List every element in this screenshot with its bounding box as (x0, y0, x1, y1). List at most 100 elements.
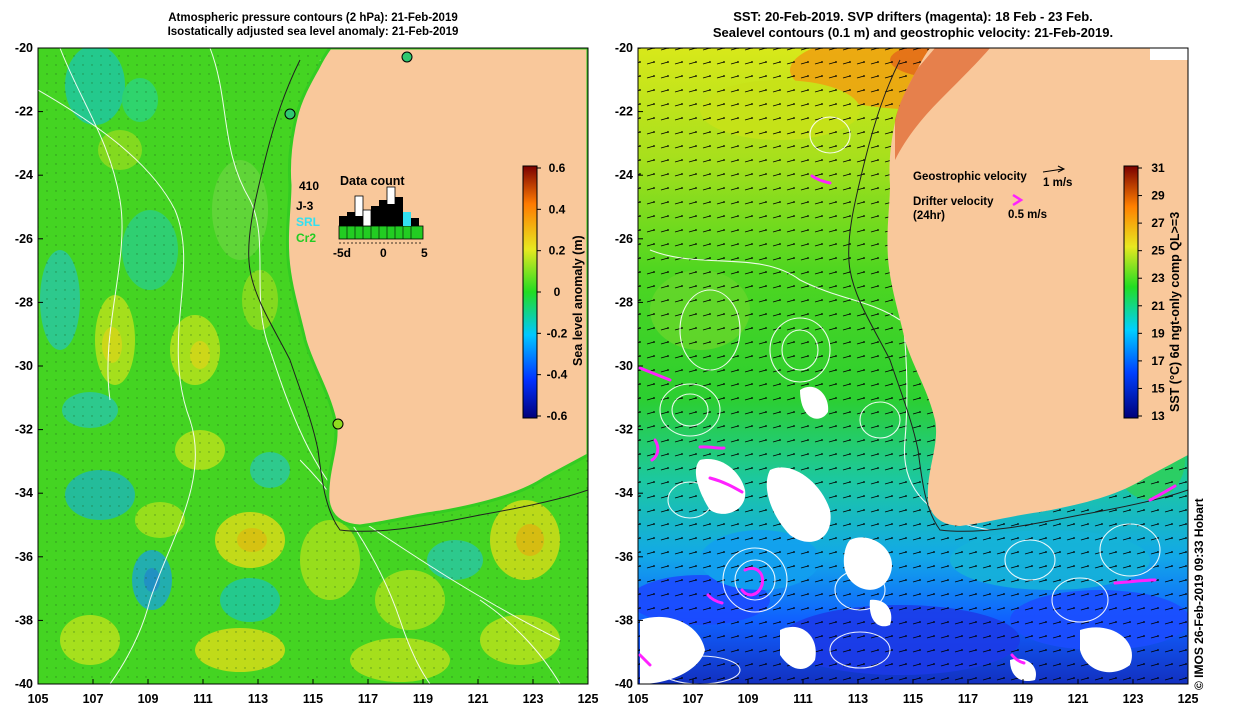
y-tick-label: -24 (615, 168, 633, 182)
drifter-velocity-sublabel: (24hr) (913, 210, 945, 222)
y-tick-label: -36 (615, 550, 633, 564)
colorbar-tick-label: 0.4 (549, 202, 566, 216)
series-label-cr2: Cr2 (296, 231, 316, 245)
x-tick-label: 117 (358, 692, 378, 706)
y-tick-label: -34 (15, 486, 33, 500)
left-map: Data count 410 J-3 SRL Cr2 (37, 47, 589, 685)
data-count-histogram (338, 186, 424, 244)
histo-tick-neg5: -5d (333, 246, 351, 260)
colorbar-tick-label: -0.2 (547, 326, 568, 340)
colorbar-tick-label: -0.4 (547, 368, 568, 382)
right-title-line2: Sealevel contours (0.1 m) and geostrophi… (712, 24, 1114, 40)
y-tick-label: -34 (615, 486, 633, 500)
geostrophic-scale-arrow (1042, 168, 1064, 173)
y-tick-label: -22 (615, 105, 633, 119)
tide-gauge-marker (332, 418, 344, 430)
data-count-max: 410 (299, 179, 319, 193)
x-tick-label: 115 (903, 692, 923, 706)
series-label-srl: SRL (296, 215, 320, 229)
australia-land-right (887, 48, 1188, 526)
colorbar-tick-label: 31 (1151, 161, 1165, 175)
x-tick-label: 109 (738, 692, 759, 706)
right-title-line1: SST: 20-Feb-2019. SVP drifters (magenta)… (733, 9, 1093, 24)
y-tick-label: -22 (15, 105, 33, 119)
y-tick-label: -38 (15, 613, 33, 627)
geostrophic-velocity-label: Geostrophic velocity (913, 171, 1027, 183)
y-tick-label: -20 (615, 41, 633, 55)
x-tick-label: 125 (578, 692, 599, 706)
y-tick-label: -26 (615, 232, 633, 246)
colorbar-tick-label: 15 (1151, 381, 1165, 395)
left-panel-title: Atmospheric pressure contours (2 hPa): 2… (38, 12, 588, 40)
y-tick-label: -28 (615, 295, 633, 309)
left-title-line1: Atmospheric pressure contours (2 hPa): 2… (168, 12, 458, 24)
data-count-inset: Data count 410 J-3 SRL Cr2 (296, 174, 428, 260)
sla-colorbar: 0.6 0.4 0.2 0 -0.2 -0.4 -0.6 (522, 161, 568, 423)
colorbar-tick-label: 0.2 (549, 244, 566, 258)
velocity-legend: Geostrophic velocity 1 m/s Drifter veloc… (913, 165, 1072, 222)
x-tick-label: 123 (523, 692, 544, 706)
histo-tick-0: 0 (380, 246, 387, 260)
sst-colorbar-label: SST (°C) 6d ngt-only comp QL>=3 (1168, 211, 1182, 412)
drifter-scale-label: 0.5 m/s (1008, 209, 1047, 221)
colorbar-tick-label: 23 (1151, 271, 1165, 285)
tide-gauge-marker (401, 51, 413, 63)
drifter-velocity-label: Drifter velocity (913, 196, 994, 208)
x-tick-label: 111 (793, 692, 813, 706)
australia-land-left (285, 48, 588, 528)
right-map: Geostrophic velocity 1 m/s Drifter veloc… (637, 47, 1189, 685)
right-panel-title: SST: 20-Feb-2019. SVP drifters (magenta)… (638, 9, 1188, 40)
drifter-scale-arrow (1012, 193, 1024, 207)
geostrophic-scale-label: 1 m/s (1043, 177, 1072, 189)
histo-tick-5: 5 (421, 246, 428, 260)
colorbar-tick-label: 0 (554, 285, 561, 299)
y-tick-label: -26 (15, 232, 33, 246)
y-tick-label: -24 (15, 168, 33, 182)
y-tick-label: -20 (15, 41, 33, 55)
axis-tick-labels: 105 107 109 111 113 115 117 119 121 123 125 -20 -22 -… (15, 41, 1199, 706)
x-tick-label: 111 (193, 692, 213, 706)
colorbar-tick-label: 29 (1151, 189, 1165, 203)
y-tick-label: -40 (15, 677, 33, 691)
sealevel-contours (649, 116, 1161, 684)
x-tick-label: 109 (138, 692, 159, 706)
shelf-contour-left (248, 59, 588, 532)
sla-colorbar-label: Sea level anomaly (m) (571, 235, 585, 366)
y-tick-label: -38 (615, 613, 633, 627)
x-tick-label: 105 (28, 692, 49, 706)
y-tick-label: -30 (15, 359, 33, 373)
y-tick-label: -32 (615, 423, 633, 437)
y-tick-label: -40 (615, 677, 633, 691)
x-tick-label: 117 (958, 692, 978, 706)
data-count-title: Data count (340, 174, 405, 188)
colorbar-tick-label: 27 (1151, 216, 1165, 230)
left-title-line2: Isostatically adjusted sea level anomaly… (167, 25, 459, 38)
x-tick-label: 121 (1068, 692, 1089, 706)
x-tick-label: 119 (1013, 692, 1033, 706)
y-tick-label: -36 (15, 550, 33, 564)
colorbar-tick-label: 17 (1151, 354, 1165, 368)
cloud-mask (640, 386, 1132, 684)
sst-colorbar: 31 29 27 25 23 21 19 17 15 13 (1123, 161, 1165, 423)
colorbar-tick-label: 25 (1151, 244, 1165, 258)
x-tick-label: 125 (1178, 692, 1199, 706)
y-tick-label: -32 (15, 423, 33, 437)
x-tick-label: 123 (1123, 692, 1144, 706)
colorbar-tick-label: 0.6 (549, 161, 566, 175)
svp-drifter-tracks (638, 174, 1177, 667)
x-tick-label: 107 (83, 692, 104, 706)
x-tick-label: 115 (303, 692, 323, 706)
x-tick-label: 105 (628, 692, 649, 706)
x-tick-label: 119 (413, 692, 433, 706)
x-tick-label: 113 (848, 692, 868, 706)
x-tick-label: 121 (468, 692, 489, 706)
copyright-notice: © IMOS 26-Feb-2019 09:33 Hobart (1192, 498, 1206, 690)
colorbar-tick-label: -0.6 (547, 409, 568, 423)
colorbar-tick-label: 21 (1151, 299, 1165, 313)
x-tick-label: 113 (248, 692, 268, 706)
x-tick-label: 107 (683, 692, 704, 706)
y-tick-label: -30 (615, 359, 633, 373)
series-label-j3: J-3 (296, 199, 314, 213)
shelf-contour-right (848, 59, 1188, 532)
